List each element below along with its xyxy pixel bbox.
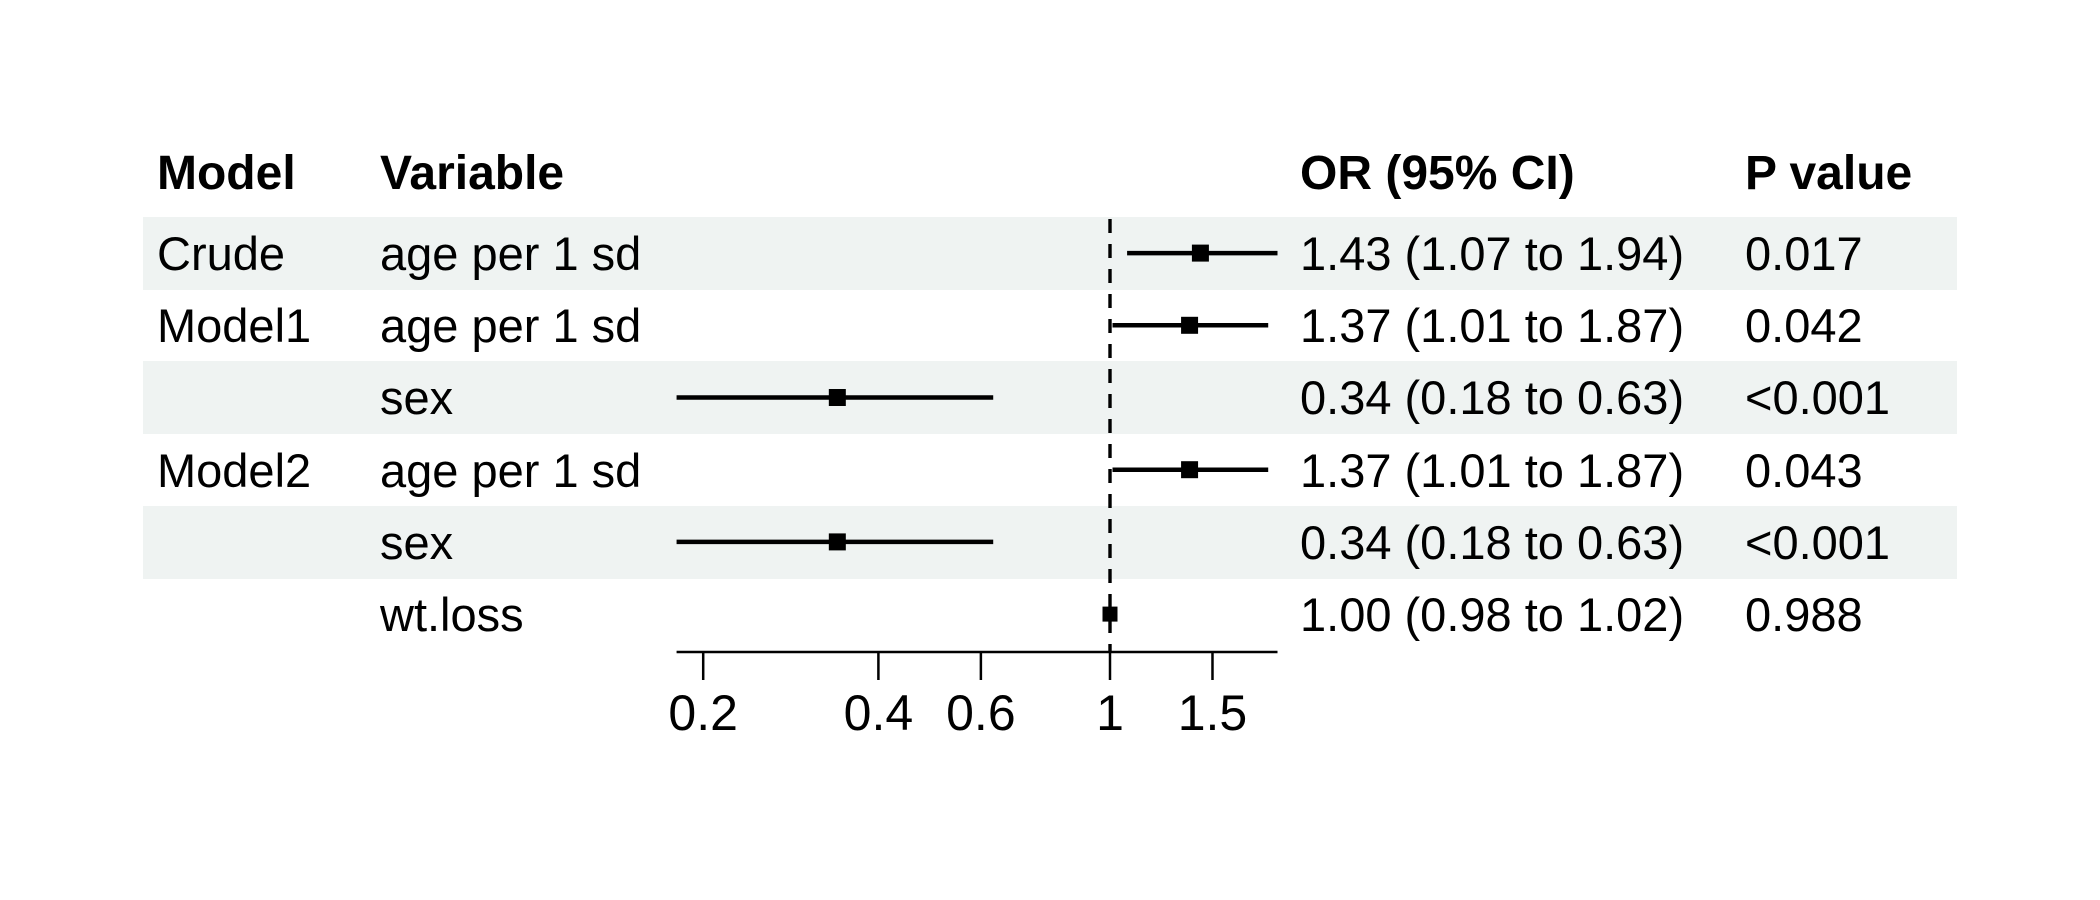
- or-marker: [1181, 461, 1199, 479]
- p-value-cell: 0.017: [1745, 227, 1863, 280]
- or-ci-cell: 1.00 (0.98 to 1.02): [1300, 588, 1685, 641]
- or-ci-cell: 1.37 (1.01 to 1.87): [1300, 299, 1685, 353]
- or-ci-cell: 0.34 (0.18 to 0.63): [1300, 515, 1685, 569]
- p-value-cell: 0.042: [1745, 299, 1863, 353]
- table-row: wt.loss 1.00 (0.98 to 1.02) 0.988: [0, 578, 2100, 651]
- x-tick-label: 1.5: [1177, 685, 1248, 741]
- variable-cell: age per 1 sd: [380, 299, 642, 353]
- x-tick-label: 0.2: [668, 685, 738, 741]
- x-tick-label: 0.4: [843, 685, 914, 741]
- row-stripe: [143, 505, 1957, 579]
- or-marker: [1102, 606, 1118, 622]
- p-value-cell: <0.001: [1745, 515, 1891, 569]
- variable-cell: sex: [380, 515, 454, 569]
- x-tick-label: 0.6: [946, 685, 1016, 741]
- or-ci-cell: 1.43 (1.07 to 1.94): [1300, 227, 1685, 280]
- model-cell: Crude: [157, 227, 286, 280]
- model-cell: Model2: [157, 443, 312, 497]
- column-header-variable: Variable: [380, 147, 565, 200]
- table-row: sex 0.34 (0.18 to 0.63) <0.001: [0, 506, 2100, 579]
- variable-cell: wt.loss: [380, 588, 524, 641]
- table-row: Model2 age per 1 sd 1.37 (1.01 to 1.87) 0.0…: [0, 434, 2100, 507]
- p-value-cell: 0.043: [1745, 443, 1863, 497]
- or-marker: [1191, 244, 1209, 262]
- column-header-model: Model: [157, 147, 296, 200]
- row-stripe: [143, 361, 1957, 435]
- or-marker: [828, 533, 846, 551]
- p-value-cell: <0.001: [1745, 371, 1891, 425]
- variable-cell: age per 1 sd: [380, 227, 642, 280]
- row-stripe: [143, 217, 1957, 290]
- model-cell: Model1: [157, 299, 312, 353]
- or-marker: [828, 389, 846, 406]
- column-header-p-value: P value: [1745, 147, 1913, 200]
- table-row: sex 0.34 (0.18 to 0.63) <0.001: [0, 361, 2100, 434]
- or-marker: [1181, 316, 1199, 334]
- variable-cell: sex: [380, 371, 454, 425]
- table-row: Model1 age per 1 sd 1.37 (1.01 to 1.87) 0.0…: [0, 289, 2100, 362]
- p-value-cell: 0.988: [1745, 588, 1863, 641]
- column-header-or-ci: OR (95% CI): [1300, 147, 1575, 200]
- variable-cell: age per 1 sd: [380, 443, 642, 497]
- table-row: Crude age per 1 sd 1.43 (1.07 to 1.94) 0.01…: [0, 217, 2100, 290]
- or-ci-cell: 1.37 (1.01 to 1.87): [1300, 443, 1685, 497]
- or-ci-cell: 0.34 (0.18 to 0.63): [1300, 371, 1685, 425]
- x-tick-label: 1: [1096, 685, 1124, 741]
